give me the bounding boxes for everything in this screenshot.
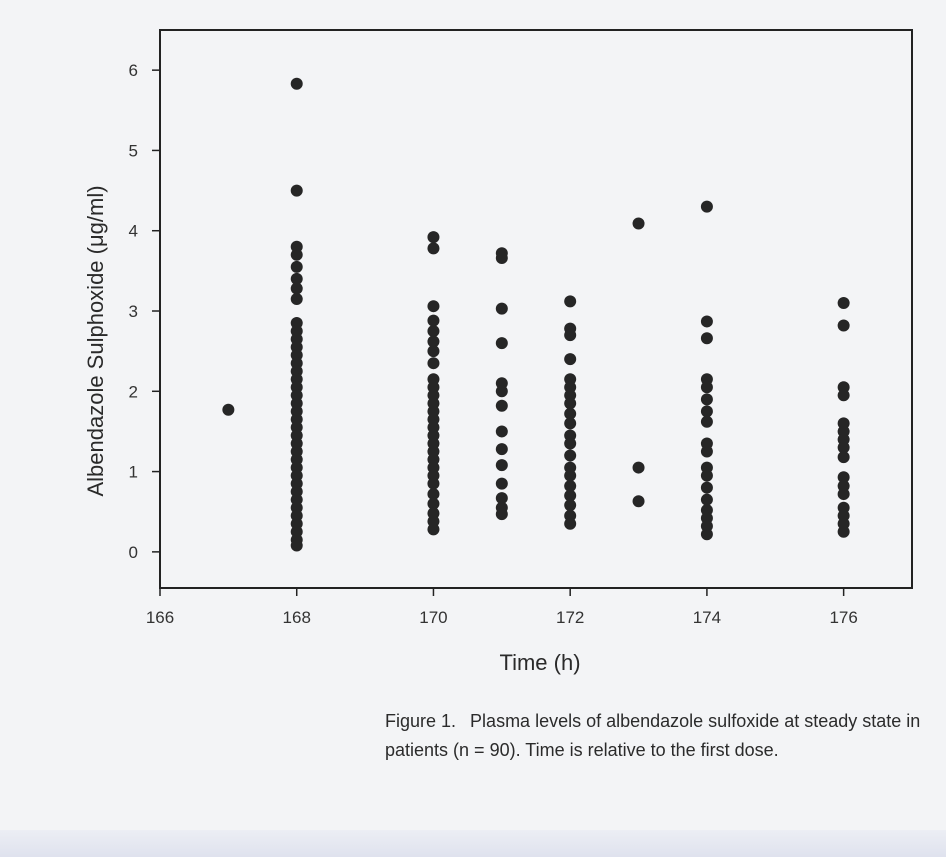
y-tick-label: 4 (129, 222, 138, 241)
data-point (427, 497, 440, 510)
y-tick-label: 1 (129, 463, 138, 482)
data-point (427, 242, 440, 255)
data-point (495, 477, 508, 490)
data-point (427, 357, 440, 370)
data-point (700, 415, 713, 428)
y-tick-label: 0 (129, 543, 138, 562)
page-bottom-strip (0, 830, 946, 857)
data-point (700, 481, 713, 494)
data-point (632, 217, 645, 230)
data-point (837, 525, 850, 538)
data-point (564, 499, 577, 512)
data-point (495, 492, 508, 505)
data-point (427, 523, 440, 536)
data-point (290, 272, 303, 285)
y-tick-label: 3 (129, 302, 138, 321)
data-point (700, 469, 713, 482)
data-point (290, 248, 303, 261)
data-point (427, 325, 440, 338)
data-points (222, 77, 850, 552)
data-point (837, 389, 850, 402)
data-point (495, 443, 508, 456)
caption-text: Plasma levels of albendazole sulfoxide a… (385, 711, 921, 760)
data-point (700, 528, 713, 541)
data-point (564, 407, 577, 420)
data-point (564, 329, 577, 342)
data-point (564, 353, 577, 366)
x-tick-label: 172 (556, 608, 584, 627)
x-axis-ticks: 166 168 170 172 174 176 (146, 588, 858, 627)
data-point (837, 319, 850, 332)
data-point (564, 295, 577, 308)
data-point (700, 393, 713, 406)
data-point (837, 451, 850, 464)
data-point (564, 449, 577, 462)
data-point (700, 381, 713, 394)
y-tick-label: 5 (129, 141, 138, 160)
y-tick-label: 6 (129, 61, 138, 80)
x-tick-label: 174 (693, 608, 721, 627)
data-point (290, 292, 303, 305)
x-tick-label: 176 (829, 608, 857, 627)
x-axis-title: Time (h) (499, 650, 580, 675)
plot-frame (159, 29, 913, 589)
data-point (632, 495, 645, 508)
x-tick-label: 168 (283, 608, 311, 627)
data-point (495, 425, 508, 438)
data-point (700, 200, 713, 213)
data-point (427, 314, 440, 327)
data-point (495, 459, 508, 472)
data-point (427, 335, 440, 348)
data-point (495, 385, 508, 398)
y-axis-title: Albendazole Sulphoxide (μg/ml) (83, 185, 108, 496)
data-point (700, 315, 713, 328)
data-point (564, 480, 577, 493)
data-point (564, 517, 577, 530)
data-point (290, 184, 303, 197)
data-point (427, 345, 440, 358)
data-point (564, 417, 577, 430)
data-point (290, 260, 303, 273)
data-point (700, 405, 713, 418)
data-point (495, 399, 508, 412)
data-point (564, 489, 577, 502)
data-point (837, 441, 850, 454)
data-point (837, 296, 850, 309)
data-point (427, 477, 440, 490)
data-point (564, 469, 577, 482)
data-point (700, 493, 713, 506)
data-point (222, 403, 235, 416)
data-point (564, 397, 577, 410)
data-point (837, 488, 850, 501)
y-tick-label: 2 (129, 382, 138, 401)
data-point (632, 461, 645, 474)
data-point (700, 332, 713, 345)
figure-caption: Figure 1. Plasma levels of albendazole su… (385, 707, 930, 765)
data-point (700, 445, 713, 458)
data-point (427, 488, 440, 501)
data-point (290, 282, 303, 295)
caption-label: Figure 1. (385, 711, 457, 731)
data-point (495, 508, 508, 521)
data-point (290, 77, 303, 90)
data-point (290, 539, 303, 552)
data-point (427, 231, 440, 244)
x-tick-label: 170 (419, 608, 447, 627)
y-axis-ticks: 0 1 2 3 4 5 6 (129, 61, 160, 562)
data-point (495, 302, 508, 315)
data-point (564, 437, 577, 450)
data-point (837, 471, 850, 484)
data-point (495, 252, 508, 265)
data-point (495, 337, 508, 350)
scatter-chart: 166 168 170 172 174 176 0 1 2 3 4 5 6 Time (h) Albe… (83, 29, 913, 675)
data-point (427, 300, 440, 313)
x-tick-label: 166 (146, 608, 174, 627)
